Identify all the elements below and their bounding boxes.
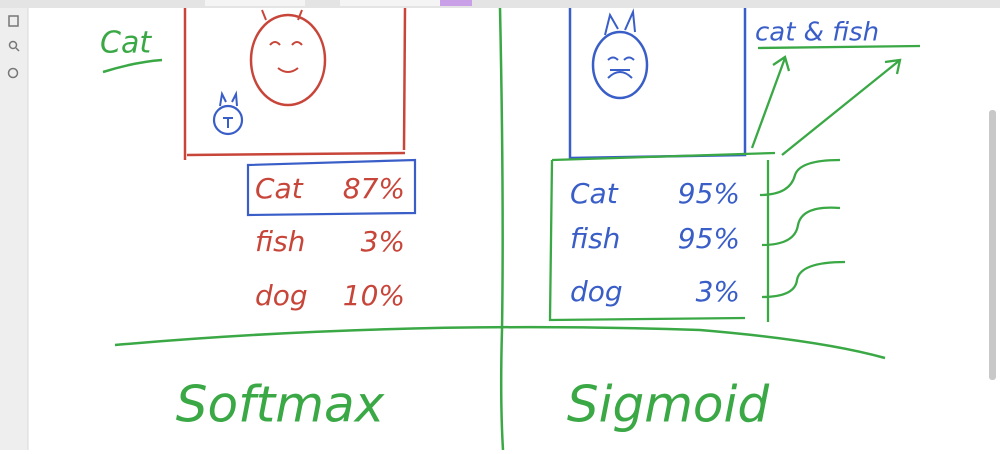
row-name: dog	[255, 279, 308, 312]
horizontal-divider	[114, 325, 886, 360]
underline	[757, 44, 921, 50]
vertical-divider	[498, 7, 505, 451]
cat-face	[591, 30, 649, 100]
caption: Sigmoid	[567, 376, 770, 434]
row-value: 10%	[343, 279, 405, 312]
arrows	[750, 55, 902, 156]
toolbar-field[interactable]	[340, 0, 440, 6]
row-value: 87%	[343, 172, 405, 205]
cat-face	[212, 104, 244, 136]
row-value: 3%	[696, 275, 740, 308]
row-name: Cat	[255, 172, 304, 205]
row-name: fish	[255, 225, 305, 258]
row-value: 95%	[678, 177, 740, 210]
sidebar	[0, 8, 28, 450]
row-name: dog	[570, 275, 623, 308]
toolbar[interactable]	[0, 0, 1000, 8]
pages-icon[interactable]	[8, 15, 19, 27]
scrollbar[interactable]	[989, 110, 996, 380]
row-value: 95%	[678, 222, 740, 255]
caption: Softmax	[176, 376, 385, 434]
color-swatch[interactable]	[440, 0, 472, 6]
search-icon[interactable]	[8, 40, 18, 50]
label: cat & fish	[755, 18, 879, 48]
underline	[102, 58, 163, 74]
row-name: Cat	[570, 177, 619, 210]
row-value: 3%	[361, 225, 405, 258]
history-icon[interactable]	[7, 67, 19, 79]
label: Cat	[100, 26, 152, 61]
toolbar-field[interactable]	[205, 0, 305, 6]
dog-face	[249, 13, 327, 107]
highlight-box	[246, 158, 417, 217]
image-frame	[183, 7, 407, 160]
row-name: fish	[570, 222, 620, 255]
dog-features	[261, 9, 303, 73]
cat-features	[604, 8, 636, 79]
output-curves	[759, 158, 846, 299]
output-box	[548, 151, 776, 322]
search-icon-handle	[15, 47, 20, 52]
cat-features	[219, 90, 238, 128]
